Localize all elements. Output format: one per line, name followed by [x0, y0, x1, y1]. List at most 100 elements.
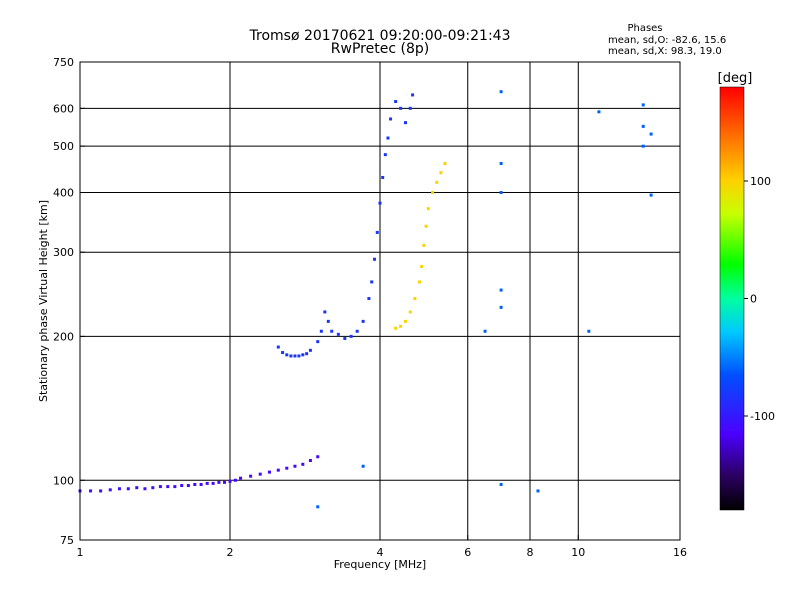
echo-point	[394, 326, 398, 330]
y-tick-label: 600	[53, 102, 74, 115]
y-tick-label: 400	[53, 186, 74, 199]
y-axis-label: Stationary phase Virtual Height [km]	[37, 200, 50, 402]
echo-point	[536, 489, 540, 493]
echo-point	[173, 485, 177, 489]
echo-point	[289, 354, 293, 358]
echo-point	[403, 319, 407, 323]
echo-point	[361, 319, 365, 323]
echo-point	[375, 230, 379, 234]
echo-point	[383, 153, 387, 157]
echo-point	[426, 207, 430, 211]
echo-point	[641, 144, 645, 148]
echo-point	[180, 484, 184, 488]
phase-x-stats: mean, sd,X: 98.3, 19.0	[608, 46, 722, 57]
echo-point	[422, 243, 426, 247]
echo-point	[99, 489, 103, 493]
echo-point	[166, 485, 170, 489]
echo-point	[411, 93, 415, 97]
x-tick-label: 1	[77, 546, 84, 559]
echo-point	[417, 280, 421, 284]
echo-point	[297, 354, 301, 358]
echo-point	[293, 354, 297, 358]
echo-point	[301, 353, 305, 357]
echo-point	[378, 201, 382, 205]
x-tick-label: 8	[527, 546, 534, 559]
colorbar-ticks: 100 0 -100	[744, 175, 775, 423]
x-tick-label: 4	[377, 546, 384, 559]
echo-point	[597, 110, 601, 114]
echo-point	[499, 161, 503, 165]
echo-point	[389, 117, 393, 121]
echo-point	[408, 106, 412, 110]
echo-point	[117, 487, 121, 491]
echo-point	[308, 348, 312, 352]
echo-point	[223, 480, 227, 484]
echo-point	[381, 175, 385, 179]
echo-point	[316, 505, 320, 509]
echo-point	[267, 470, 271, 474]
echo-point	[301, 462, 305, 466]
echo-point	[316, 455, 320, 459]
y-tick-label: 500	[53, 140, 74, 153]
echo-point	[373, 257, 377, 261]
echo-point	[89, 489, 93, 493]
y-tick-label: 750	[53, 56, 74, 69]
echo-point	[285, 466, 289, 470]
x-axis-ticks: 1 2 4 6 8 10 16	[77, 535, 687, 559]
grid-lines	[80, 62, 680, 540]
echo-point	[308, 458, 312, 462]
echo-point	[367, 297, 371, 301]
echo-point	[420, 265, 424, 269]
colorbar-label: [deg]	[718, 71, 753, 86]
echo-point	[249, 474, 253, 478]
echo-point	[399, 324, 403, 328]
echo-point	[330, 329, 334, 333]
echo-point	[649, 132, 653, 136]
echo-point	[386, 136, 390, 140]
echo-point	[211, 481, 215, 485]
echo-point	[199, 482, 203, 486]
echo-point	[205, 481, 209, 485]
echo-point	[499, 305, 503, 309]
echo-point	[323, 310, 327, 314]
echo-point	[316, 340, 320, 344]
colorbar-tick-label: 100	[750, 175, 771, 188]
y-tick-label: 300	[53, 246, 74, 259]
echo-point	[193, 482, 197, 486]
echo-point	[361, 464, 365, 468]
x-tick-label: 2	[227, 546, 234, 559]
echo-point	[319, 329, 323, 333]
echo-point	[258, 472, 262, 476]
echo-point	[399, 106, 403, 110]
echo-point	[281, 351, 285, 355]
echo-point	[305, 352, 309, 356]
y-tick-label: 200	[53, 330, 74, 343]
echo-point	[499, 288, 503, 292]
echo-point	[435, 180, 439, 184]
echo-point	[370, 280, 374, 284]
echo-point	[483, 329, 487, 333]
echo-point	[413, 297, 417, 301]
echo-point	[293, 464, 297, 468]
echo-point	[239, 476, 243, 480]
echo-point	[403, 121, 407, 125]
echo-point	[285, 353, 289, 357]
echo-point	[326, 319, 330, 323]
echo-point	[499, 90, 503, 94]
echo-point	[408, 310, 412, 314]
phase-heading: Phases	[627, 23, 662, 34]
echo-point	[587, 329, 591, 333]
colorbar-tick-label: -100	[750, 410, 775, 423]
echo-point	[343, 336, 347, 340]
echo-point	[641, 124, 645, 128]
echo-point	[186, 484, 190, 488]
echo-point	[355, 329, 359, 333]
echo-point	[276, 468, 280, 472]
echo-point	[424, 224, 428, 228]
echo-point	[126, 487, 130, 491]
y-tick-label: 75	[60, 534, 74, 547]
echo-point	[349, 334, 353, 338]
echo-point	[151, 486, 155, 490]
x-tick-label: 16	[673, 546, 687, 559]
